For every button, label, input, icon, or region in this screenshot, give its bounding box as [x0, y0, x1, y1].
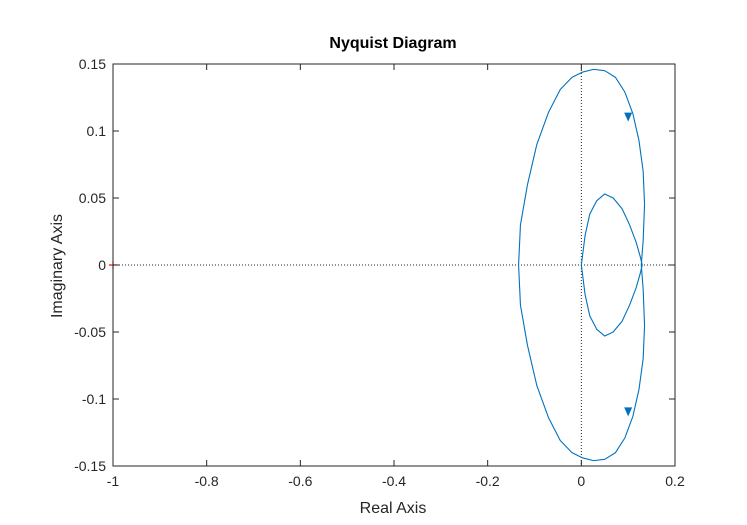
chart-title: Nyquist Diagram — [329, 35, 456, 52]
x-tick-label: -1 — [107, 473, 120, 489]
x-tick-label: -0.2 — [476, 473, 500, 489]
x-tick-label: 0 — [577, 473, 585, 489]
x-axis-label: Real Axis — [360, 500, 427, 517]
y-tick-label: 0.15 — [79, 56, 106, 72]
direction-arrow-2 — [624, 407, 633, 417]
nyquist-curve-2 — [518, 68, 646, 462]
plot-area: -1 -0.8 -0.6 -0.4 -0.2 0 0.2 -0.15 -0.1 -0.05 0 0.0… — [74, 56, 685, 489]
y-tick-label: 0.05 — [79, 190, 106, 206]
y-tick-label: -0.05 — [74, 324, 106, 340]
nyquist-curve-1 — [580, 193, 643, 337]
x-tick-label: -0.6 — [288, 473, 312, 489]
x-tick-label: 0.2 — [665, 473, 685, 489]
y-tick-label: 0 — [98, 257, 106, 273]
y-tick-label: -0.15 — [74, 458, 106, 474]
y-axis-label: Imaginary Axis — [49, 214, 66, 318]
x-tick-label: -0.4 — [382, 473, 406, 489]
y-tick-label: -0.1 — [82, 391, 106, 407]
y-tick-label: 0.1 — [87, 123, 107, 139]
direction-arrow-1 — [624, 112, 633, 122]
x-tick-label: -0.8 — [195, 473, 219, 489]
